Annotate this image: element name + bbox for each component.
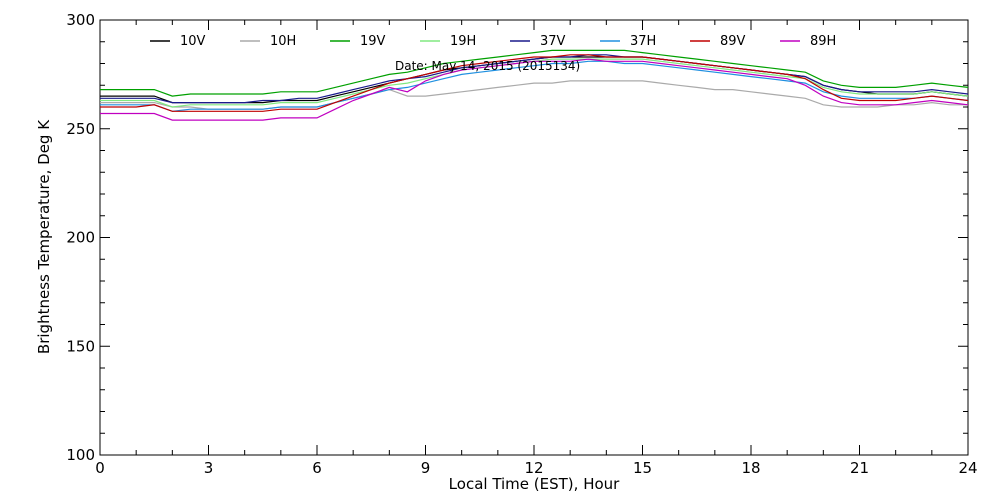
series-line-19v: [100, 49, 969, 97]
y-axis-label: Brightness Temperature, Deg K: [35, 119, 53, 354]
legend-label-37h: 37H: [630, 34, 656, 49]
x-axis-label: Local Time (EST), Hour: [449, 475, 620, 493]
y-tick-label: 100: [66, 446, 95, 464]
x-tick-label: 24: [958, 459, 977, 477]
series-line-37v: [100, 54, 969, 104]
legend-label-19v: 19V: [360, 34, 386, 49]
series-line-37h: [100, 60, 969, 112]
x-tick-label: 0: [95, 459, 105, 477]
legend-label-89v: 89V: [720, 34, 746, 49]
legend-label-37v: 37V: [540, 34, 566, 49]
x-tick-label: 9: [421, 459, 431, 477]
plot-frame: [99, 19, 969, 456]
y-tick-label: 250: [66, 120, 95, 138]
y-tick-label: 150: [66, 337, 95, 355]
legend-label-19h: 19H: [450, 34, 476, 49]
axis-tick-labels: 0 3 6 9 12 15 18 21 24 100 150 200 250 300: [66, 11, 977, 477]
legend-label-89h: 89H: [810, 34, 836, 49]
legend-label-10h: 10H: [270, 34, 296, 49]
y-tick-label: 300: [66, 11, 95, 29]
x-tick-label: 21: [850, 459, 869, 477]
series-line-89h: [100, 58, 969, 121]
x-tick-label: 6: [312, 459, 322, 477]
x-tick-label: 15: [633, 459, 652, 477]
date-annotation: Date: May 14, 2015 (2015134): [395, 59, 580, 73]
x-tick-label: 3: [204, 459, 214, 477]
series-line-89v: [100, 54, 969, 112]
x-tick-label: 12: [524, 459, 543, 477]
legend-label-10v: 10V: [180, 34, 206, 49]
series-lines: [100, 49, 969, 121]
y-tick-label: 200: [66, 229, 95, 247]
x-tick-label: 18: [741, 459, 760, 477]
axis-ticks: [99, 19, 969, 456]
legend: 10V 10H 19V 19H 37V 37H 89V 89H: [150, 34, 836, 49]
